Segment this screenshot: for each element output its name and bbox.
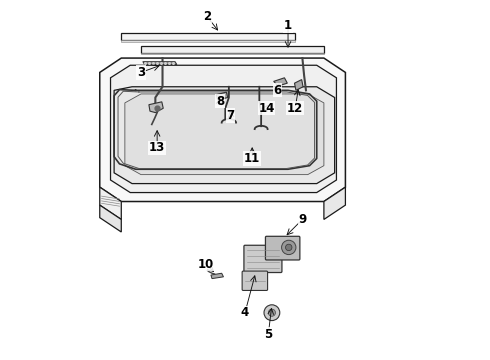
Polygon shape — [324, 187, 345, 220]
FancyBboxPatch shape — [242, 271, 268, 291]
Text: 1: 1 — [284, 19, 292, 32]
Circle shape — [282, 240, 296, 255]
Polygon shape — [100, 58, 345, 202]
Polygon shape — [141, 53, 324, 54]
Polygon shape — [122, 33, 295, 40]
Text: 4: 4 — [241, 306, 249, 319]
Polygon shape — [216, 92, 228, 100]
Polygon shape — [274, 78, 287, 86]
Text: 2: 2 — [203, 10, 211, 23]
Text: 10: 10 — [197, 258, 214, 271]
Text: 7: 7 — [226, 109, 235, 122]
Polygon shape — [141, 45, 324, 53]
Polygon shape — [143, 62, 177, 64]
Text: 14: 14 — [258, 102, 275, 115]
Text: 13: 13 — [149, 141, 165, 154]
Text: 9: 9 — [298, 213, 307, 226]
Text: 6: 6 — [273, 84, 281, 97]
Text: 8: 8 — [216, 95, 224, 108]
Circle shape — [286, 244, 292, 251]
Polygon shape — [114, 87, 335, 184]
FancyBboxPatch shape — [244, 245, 282, 273]
Text: 11: 11 — [244, 152, 260, 165]
Polygon shape — [111, 65, 337, 193]
Polygon shape — [211, 273, 223, 279]
Circle shape — [264, 305, 280, 320]
FancyBboxPatch shape — [266, 236, 300, 260]
Text: 12: 12 — [287, 102, 303, 115]
Polygon shape — [149, 102, 163, 113]
Polygon shape — [100, 205, 122, 232]
Polygon shape — [294, 80, 303, 90]
Text: 3: 3 — [137, 66, 145, 79]
Circle shape — [269, 309, 275, 316]
Text: 5: 5 — [264, 328, 272, 341]
Polygon shape — [122, 40, 295, 42]
Polygon shape — [100, 187, 122, 220]
Polygon shape — [125, 94, 324, 175]
